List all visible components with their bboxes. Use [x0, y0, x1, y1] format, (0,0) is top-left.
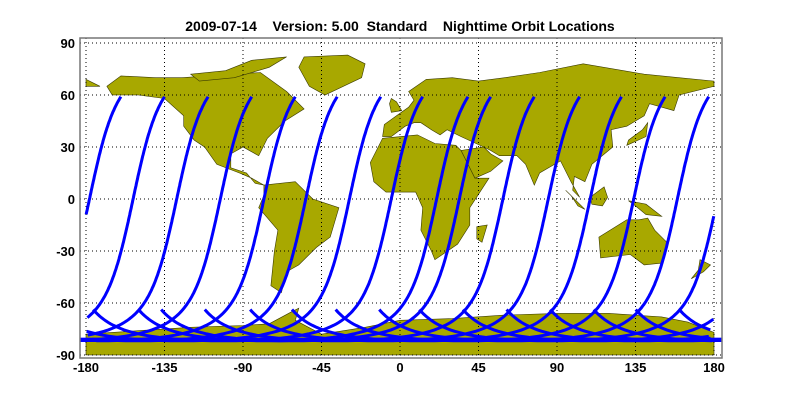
orbit-track-5	[96, 95, 297, 343]
y-tick-label: 0	[68, 192, 75, 207]
orbit-tracks	[80, 95, 722, 343]
grid-layer	[80, 38, 722, 358]
x-tick-labels: -180 -135 -90 -45 0 45 90 135 180	[73, 360, 725, 375]
land-canadian-islands	[189, 56, 287, 82]
land-arabia	[460, 146, 504, 179]
land-north-america	[106, 72, 305, 186]
orbit-track-6	[634, 308, 711, 340]
x-tick-label: -180	[73, 360, 99, 375]
y-tick-label: 60	[61, 88, 75, 103]
x-tick-label: 135	[625, 360, 647, 375]
x-tick-label: 90	[550, 360, 564, 375]
orbit-track-3	[87, 95, 210, 337]
x-tick-label: -45	[312, 360, 331, 375]
land-sumatra	[565, 190, 586, 210]
orbit-track-1	[418, 215, 716, 343]
y-tick-label: -30	[56, 244, 75, 259]
x-tick-label: 180	[703, 360, 725, 375]
land-alaska-west-tip	[85, 78, 101, 87]
orbit-track-7	[678, 308, 711, 332]
x-tick-label: 0	[396, 360, 403, 375]
y-tick-label: -60	[56, 296, 75, 311]
y-tick-label: 90	[61, 36, 75, 51]
land-japan	[626, 121, 649, 146]
orbit-track-1	[84, 95, 123, 215]
orbit-track-6	[91, 95, 339, 343]
land-antarctica	[85, 307, 715, 356]
orbit-track-7	[86, 95, 383, 343]
x-tick-label: 45	[471, 360, 485, 375]
y-tick-label: -90	[56, 348, 75, 363]
y-tick-labels: 90 60 30 0 -30 -60 -90	[56, 36, 75, 363]
land-australia	[598, 217, 668, 266]
land-greenland	[298, 54, 366, 96]
land-new-guinea	[628, 200, 663, 217]
y-tick-label: 30	[61, 140, 75, 155]
x-tick-label: -90	[234, 360, 253, 375]
orbit-track-2	[86, 95, 166, 319]
land-eurasia	[382, 63, 715, 198]
x-tick-label: -135	[151, 360, 177, 375]
land-layer	[85, 54, 715, 356]
chart-title: 2009-07-14 Version: 5.00 Standard Nightt…	[185, 18, 615, 34]
land-madagascar	[476, 224, 488, 243]
orbit-track-4	[88, 95, 253, 342]
orbit-turnaround-band	[80, 337, 722, 342]
plot-frame	[79, 37, 723, 359]
land-borneo	[589, 186, 608, 207]
